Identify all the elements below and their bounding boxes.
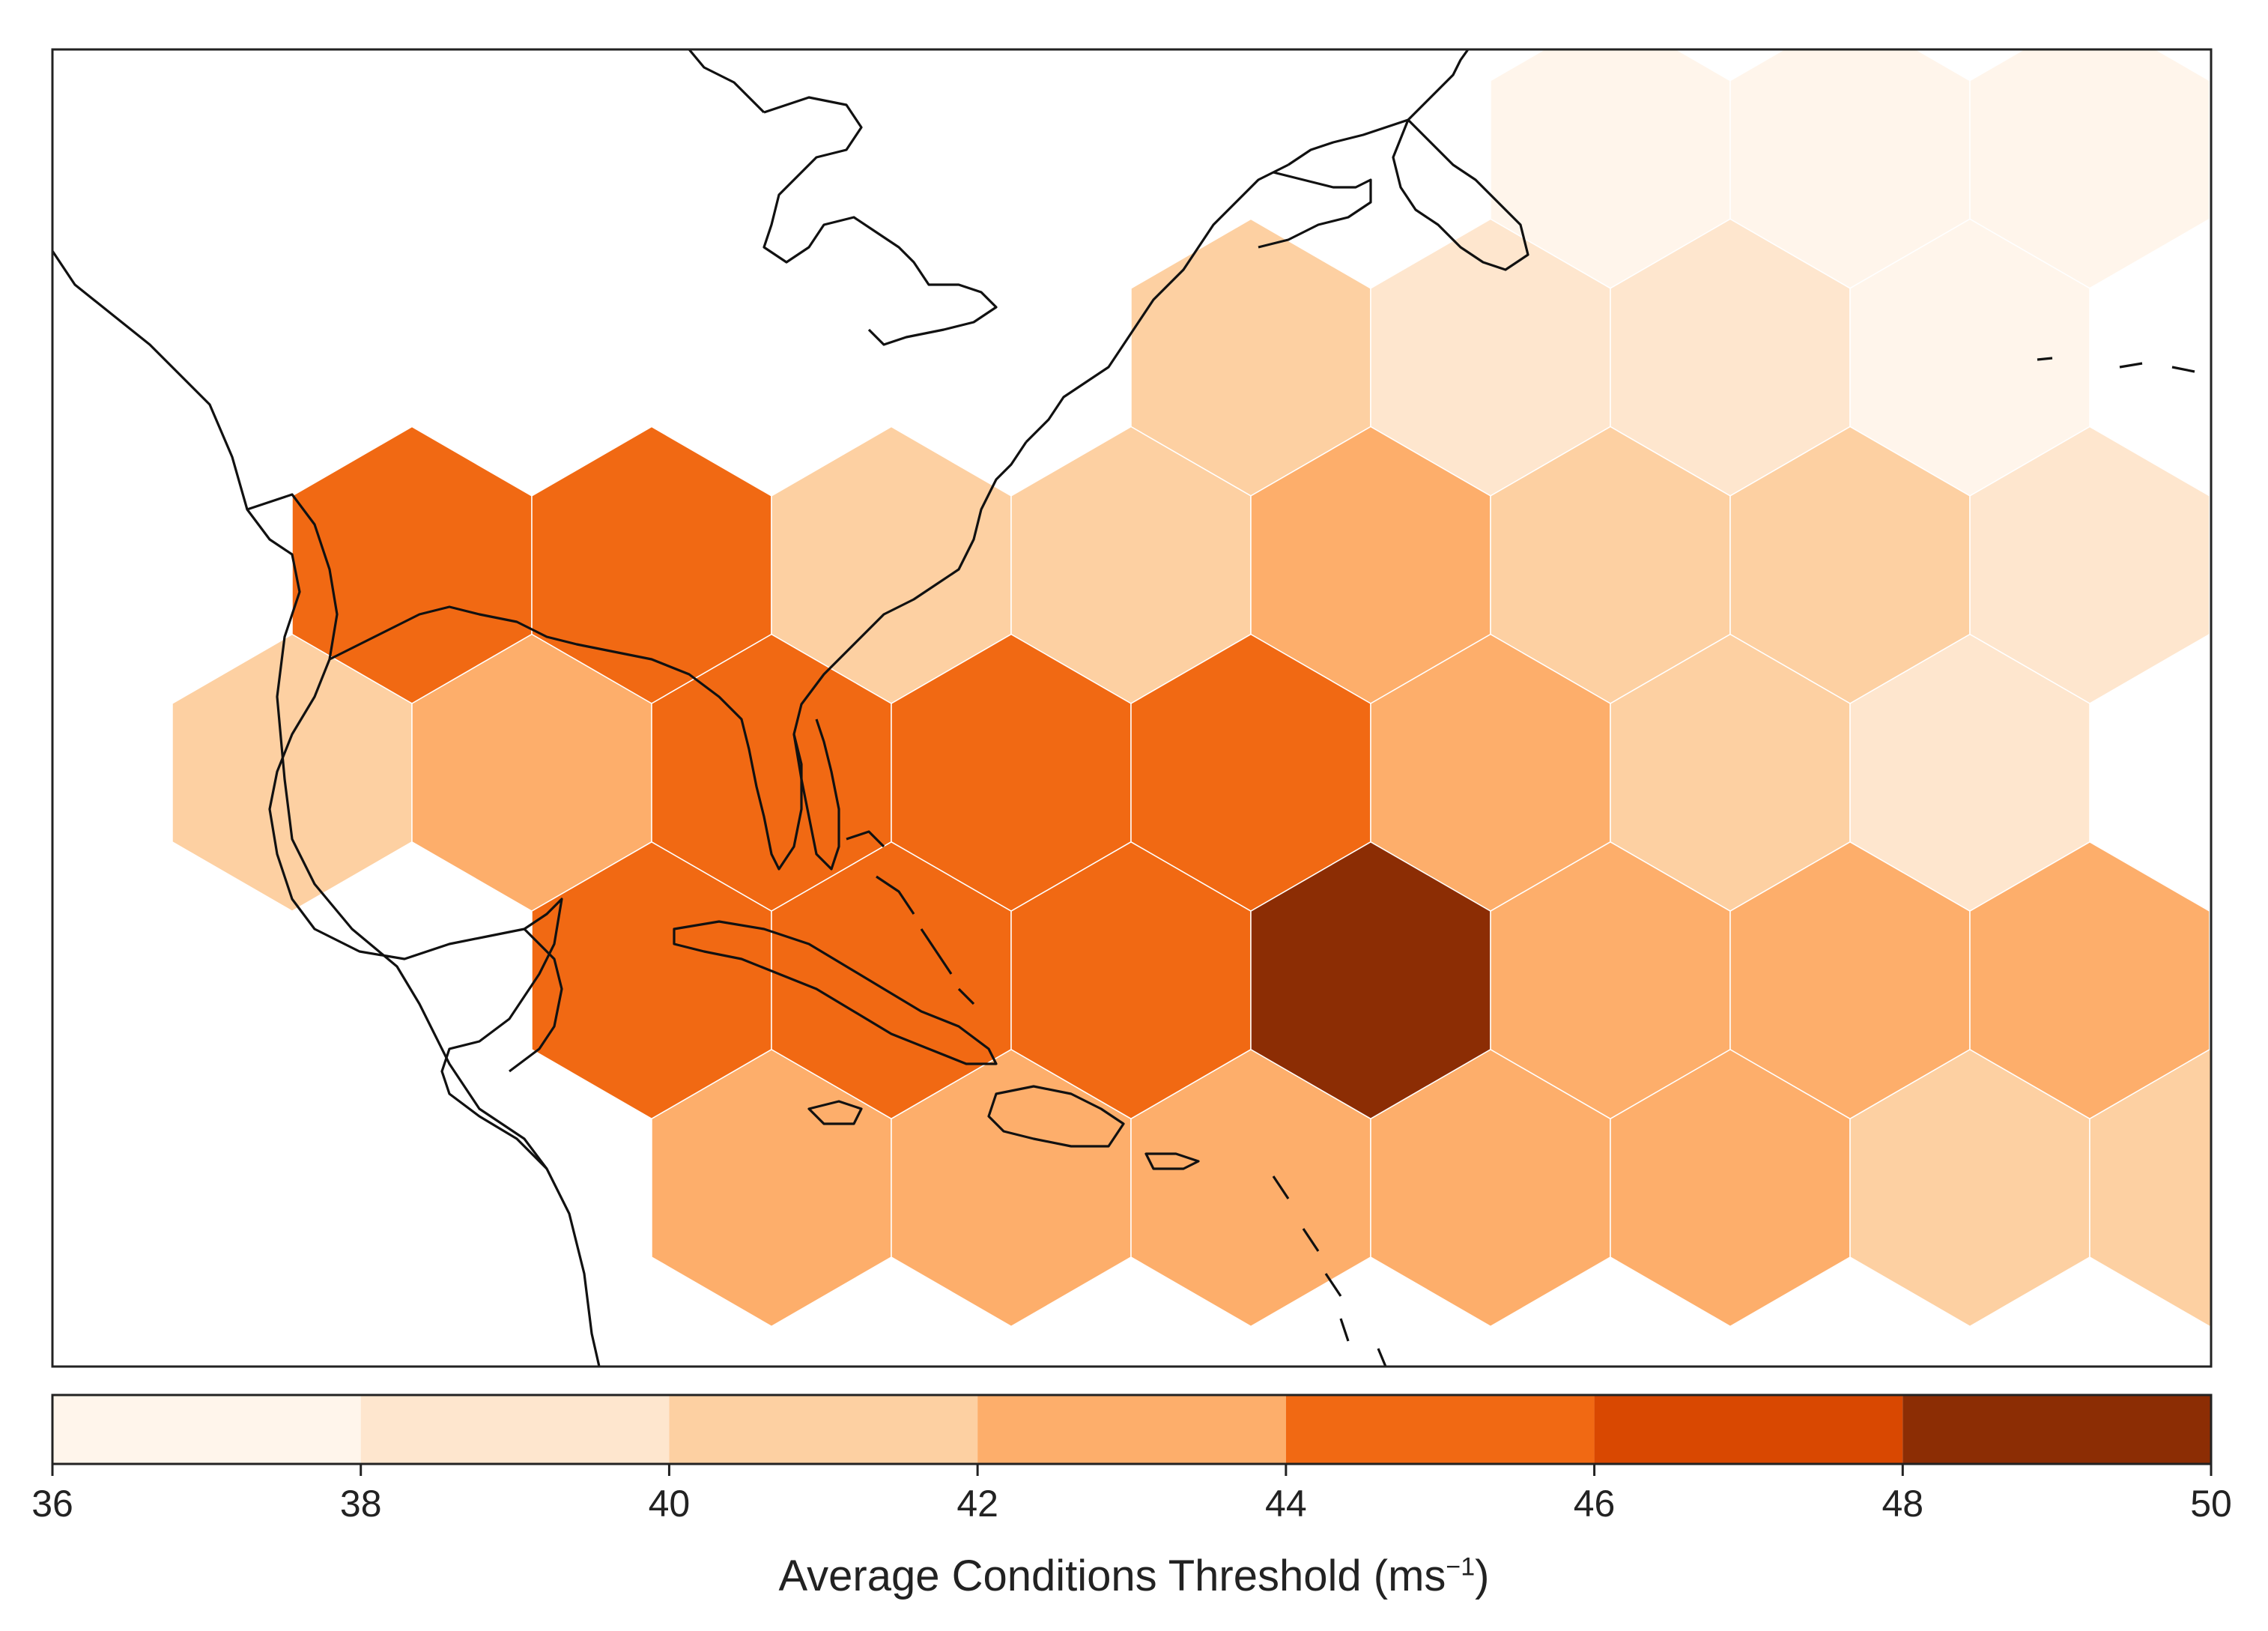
colorbar-swatch: [1594, 1395, 1903, 1464]
coastline-yucatan: [509, 928, 563, 1073]
colorbar-swatch: [360, 1395, 670, 1464]
colorbar-tick-label: 38: [339, 1483, 382, 1525]
coastline-gulf-north: [329, 441, 1028, 871]
hudson-bay-edge: [688, 49, 765, 114]
colorbar-label-superscript: −1: [1446, 1552, 1476, 1582]
islands-bahamas: [846, 830, 975, 1005]
colorbar: [51, 1394, 2213, 1476]
coastline-florida: [792, 718, 840, 871]
coastline-us-east: [1025, 163, 1289, 444]
hexbin-layer: [172, 49, 2211, 1328]
coastline-mexico-west: [52, 250, 601, 1367]
coastline-canada: [1288, 49, 1470, 166]
colorbar-swatch: [52, 1395, 361, 1464]
great-lakes: [762, 96, 998, 346]
island-cuba: [673, 920, 998, 1065]
coastline-newfoundland: [1392, 118, 1529, 271]
island-puerto-rico: [1144, 1152, 1200, 1170]
colorbar-tick-label: 40: [648, 1483, 691, 1525]
hexbin-cell: [2089, 1049, 2211, 1328]
colorbar-swatch: [669, 1395, 978, 1464]
map-frame: [51, 48, 2213, 1368]
colorbar-tick-label: 44: [1265, 1483, 1307, 1525]
coastline-nova-scotia: [1258, 171, 1372, 249]
colorbar-label-main: Average Conditions Threshold (ms: [778, 1552, 1446, 1600]
colorbar-tick-label: 36: [31, 1483, 73, 1525]
colorbar-tick-label: 48: [1882, 1483, 1924, 1525]
colorbar-frame: [51, 1394, 2213, 1465]
island-jamaica: [807, 1100, 863, 1125]
colorbar-swatch: [1902, 1395, 2211, 1464]
colorbar-swatch: [977, 1395, 1286, 1464]
island-hispaniola: [987, 1085, 1125, 1148]
colorbar-tick-label: 46: [1573, 1483, 1616, 1525]
colorbar-tick-label: 42: [956, 1483, 998, 1525]
islands-atlantic: [2037, 357, 2195, 373]
islands-lesser-antilles: [1272, 1175, 1387, 1367]
colorbar-swatch: [1285, 1395, 1595, 1464]
colorbar-label-close: ): [1475, 1552, 1490, 1600]
coastline-layer: [52, 49, 2195, 1367]
colorbar-tick-label: 50: [2190, 1483, 2232, 1525]
colorbar-label: Average Conditions Threshold (ms−1): [0, 1551, 2268, 1601]
